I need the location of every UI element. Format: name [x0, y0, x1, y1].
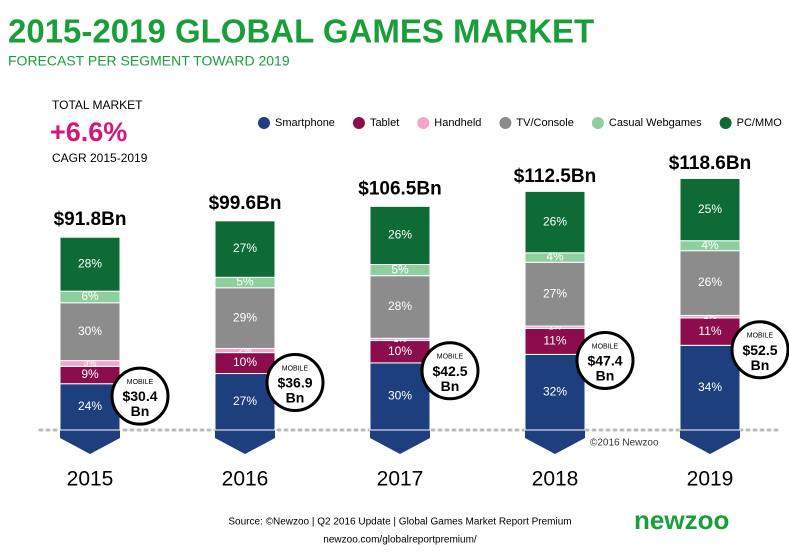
segment-label: 28% — [388, 299, 412, 313]
subtitle: FORECAST PER SEGMENT TOWARD 2019 — [8, 53, 290, 69]
bar-segment — [369, 362, 431, 431]
segment-label: 34% — [698, 380, 722, 394]
bar-tip — [370, 430, 430, 454]
bar-segment — [679, 177, 741, 242]
mobile-label: MOBILE — [437, 354, 464, 361]
bar-tip — [525, 430, 585, 454]
total-market-label: TOTAL MARKET — [52, 98, 143, 112]
year-label: 2017 — [377, 468, 424, 491]
logo: newzoo — [634, 505, 729, 535]
legend-swatch — [258, 117, 270, 129]
segment-label: 6% — [81, 289, 99, 303]
segment-label: 26% — [698, 275, 722, 289]
legend-label: Casual Webgames — [609, 117, 702, 129]
bar-segment — [214, 373, 276, 431]
segment-label: 27% — [233, 394, 257, 408]
legend-swatch — [499, 117, 512, 129]
mobile-label: MOBILE — [747, 333, 774, 340]
mobile-bubble — [575, 330, 635, 390]
segment-label: 29% — [233, 310, 257, 324]
legend-swatch — [417, 117, 430, 129]
mobile-label: MOBILE — [282, 365, 309, 372]
legend-label: Handheld — [434, 117, 481, 129]
url: newzoo.com/globalreportpremium/ — [323, 535, 477, 546]
segment-label: 2% — [238, 345, 251, 355]
segment-label: 27% — [543, 286, 567, 300]
segment-label: 11% — [543, 334, 566, 348]
legend-swatch — [591, 117, 604, 129]
segment-label: 3% — [83, 358, 96, 368]
segment-label: 5% — [391, 262, 409, 276]
mobile-bubble — [420, 341, 480, 401]
mobile-value: $47.4 Bn — [587, 352, 622, 383]
bar-segment — [369, 275, 431, 339]
bar-segment — [524, 190, 586, 254]
legend-label: PC/MMO — [737, 117, 783, 129]
year-label: 2015 — [67, 468, 114, 491]
segment-label: 24% — [78, 399, 102, 413]
segment-label: 32% — [543, 384, 567, 398]
segment-label: 26% — [388, 228, 412, 242]
title: 2015-2019 GLOBAL GAMES MARKET — [8, 13, 594, 50]
year-label: 2016 — [222, 468, 269, 491]
bar-segment — [679, 250, 741, 316]
year-label: 2019 — [687, 468, 734, 491]
segment-label: 30% — [388, 389, 412, 403]
legend-label: Tablet — [370, 117, 399, 129]
mobile-value: $36.9 Bn — [277, 374, 312, 405]
bar-tip — [215, 430, 275, 454]
bar-segment — [369, 205, 431, 265]
segment-label: 26% — [543, 214, 567, 228]
total-label: $91.8Bn — [54, 209, 127, 230]
mobile-value: $30.4 Bn — [122, 388, 157, 419]
segment-label: 5% — [236, 275, 254, 289]
segment-label: 10% — [233, 355, 257, 369]
segment-label: 9% — [81, 367, 99, 381]
source: Source: ©Newzoo | Q2 2016 Update | Globa… — [228, 517, 571, 528]
year-label: 2018 — [532, 468, 579, 491]
mobile-bubble — [265, 353, 325, 413]
segment-label: 10% — [388, 344, 412, 358]
total-label: $99.6Bn — [209, 193, 282, 214]
segment-label: 1% — [703, 311, 716, 321]
total-label: $106.5Bn — [358, 178, 441, 199]
mobile-label: MOBILE — [592, 343, 619, 350]
segment-label: 11% — [698, 324, 721, 338]
copyright: ©2016 Newzoo — [590, 438, 659, 449]
segment-label: 4% — [701, 238, 719, 252]
mobile-label: MOBILE — [127, 379, 154, 386]
bar-segment — [679, 317, 741, 346]
bar-segment — [679, 344, 741, 431]
cagr-value: +6.6% — [50, 117, 127, 147]
mobile-value: $42.5 Bn — [432, 362, 467, 393]
cagr-note: CAGR 2015-2019 — [52, 151, 148, 165]
bar-segment — [59, 236, 121, 292]
segment-label: 25% — [698, 202, 722, 216]
bar-segment — [524, 261, 586, 327]
total-label: $118.6Bn — [669, 153, 751, 174]
total-label: $112.5Bn — [514, 166, 596, 187]
segment-label: 27% — [233, 241, 257, 255]
bar-tip — [60, 430, 120, 454]
mobile-value: $52.5 Bn — [742, 341, 777, 372]
bar-segment — [214, 220, 276, 278]
segment-label: 30% — [78, 324, 102, 338]
segment-label: 28% — [78, 256, 102, 270]
segment-label: 1% — [548, 322, 561, 332]
mobile-bubble — [730, 320, 789, 380]
mobile-bubble — [110, 366, 170, 426]
bar-tip — [680, 430, 740, 454]
bar-segment — [214, 287, 276, 349]
legend-swatch — [352, 117, 365, 129]
legend-label: Smartphone — [275, 117, 335, 129]
legend-swatch — [719, 117, 732, 129]
legend-label: TV/Console — [516, 117, 573, 129]
